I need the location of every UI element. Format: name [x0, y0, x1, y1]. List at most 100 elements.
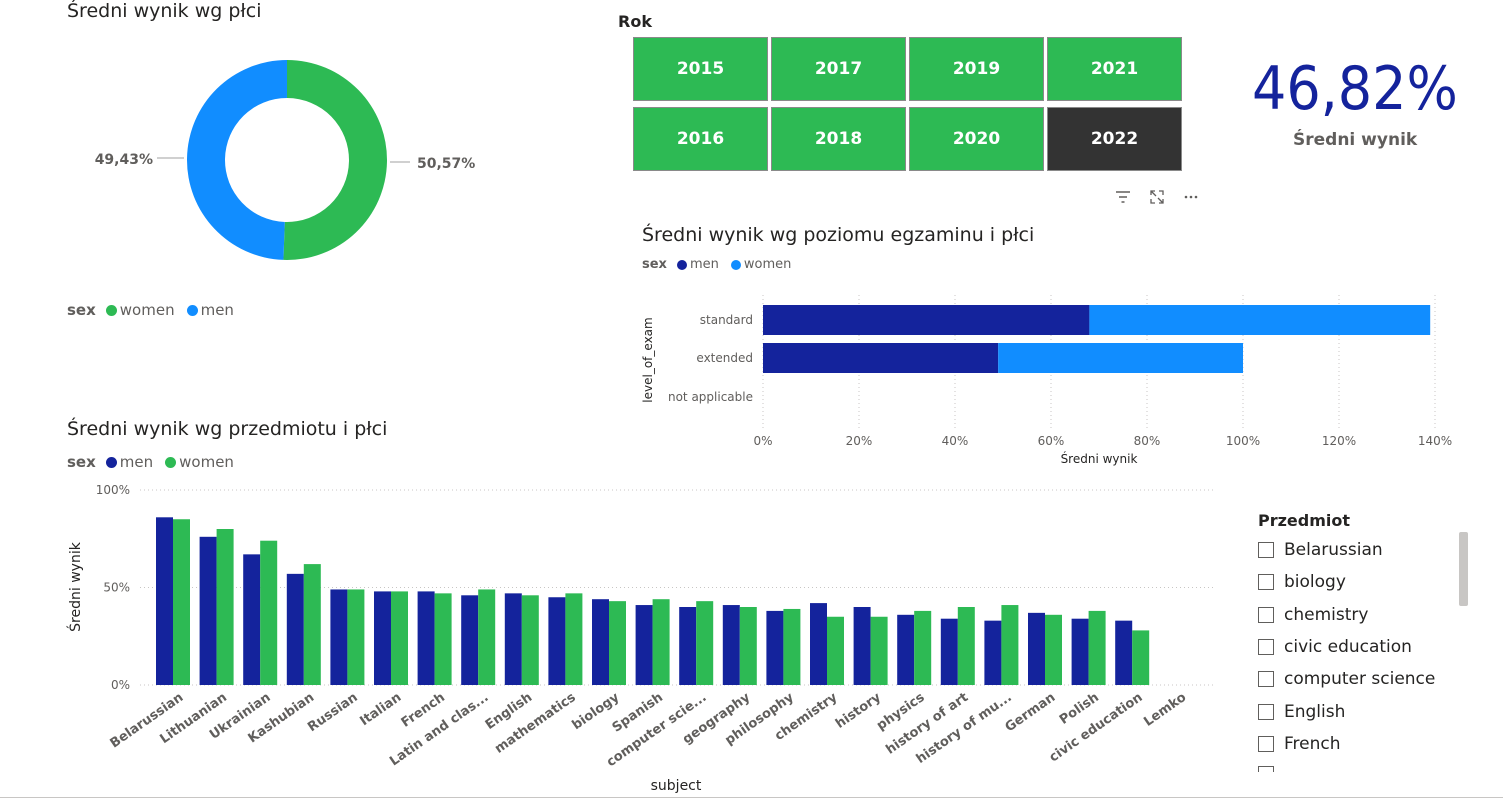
donut-legend: sex women men — [67, 301, 242, 319]
subject-slicer-item[interactable]: Belarussian — [1258, 540, 1383, 560]
level-x-tick: 40% — [942, 434, 969, 448]
checkbox-icon[interactable] — [1258, 606, 1274, 623]
subject-bar-women[interactable] — [303, 564, 321, 685]
donut-legend-item-women[interactable]: women — [105, 301, 175, 319]
year-button-2017[interactable]: 2017 — [771, 37, 906, 101]
slicer-scrollbar[interactable] — [1459, 532, 1468, 606]
subject-x-tick: German — [1003, 690, 1059, 735]
kpi-label: Średni wynik — [1293, 130, 1418, 150]
year-button-2018[interactable]: 2018 — [771, 107, 906, 171]
subject-bar-men[interactable] — [897, 614, 915, 685]
subject-bar-women[interactable] — [652, 599, 670, 685]
subject-bar-men[interactable] — [461, 595, 479, 685]
year-button-2022[interactable]: 2022 — [1047, 107, 1182, 171]
subject-bar-men[interactable] — [504, 593, 522, 685]
checkbox-icon[interactable] — [1258, 574, 1274, 591]
level-bar-men[interactable] — [763, 305, 1090, 335]
subject-bar-men[interactable] — [548, 597, 566, 685]
subject-slicer-item[interactable]: English — [1258, 702, 1345, 722]
subject-bar-women[interactable] — [347, 589, 365, 685]
focus-mode-icon[interactable] — [1148, 188, 1166, 206]
subject-bar-women[interactable] — [870, 616, 888, 685]
subject-bar-women[interactable] — [827, 616, 844, 685]
subject-legend-item-men[interactable]: men — [105, 453, 153, 471]
subject-bar-women[interactable] — [1045, 614, 1062, 685]
subject-y-tick: 0% — [111, 678, 130, 692]
level-x-tick: 100% — [1226, 434, 1260, 448]
year-button-2019[interactable]: 2019 — [909, 37, 1044, 101]
checkbox-icon[interactable] — [1258, 671, 1274, 688]
subject-bar-men[interactable] — [940, 618, 958, 685]
subject-x-axis-title: subject — [651, 778, 702, 794]
subject-bar-men[interactable] — [330, 589, 348, 685]
subject-bar-men[interactable] — [810, 603, 827, 685]
subject-bar-women[interactable] — [391, 591, 408, 685]
donut-slice-men[interactable] — [187, 60, 287, 260]
subject-bar-women[interactable] — [1001, 605, 1019, 685]
subject-bar-men[interactable] — [722, 605, 740, 685]
subject-bar-women[interactable] — [260, 540, 278, 685]
legend-dot-icon — [186, 304, 198, 316]
subject-bar-men[interactable] — [853, 607, 871, 685]
subject-bar-men[interactable] — [1071, 618, 1089, 685]
subject-bar-women[interactable] — [783, 608, 801, 685]
subject-bar-women[interactable] — [173, 519, 190, 685]
year-button-2021[interactable]: 2021 — [1047, 37, 1182, 101]
level-category-label: not applicable — [668, 390, 753, 404]
subject-bar-women[interactable] — [914, 610, 932, 685]
subject-bar-men[interactable] — [199, 536, 217, 685]
subject-slicer-item[interactable]: biology — [1258, 572, 1346, 592]
subject-bar-men[interactable] — [1115, 620, 1133, 685]
subject-bar-women[interactable] — [216, 529, 234, 685]
year-button-2016[interactable]: 2016 — [633, 107, 768, 171]
subject-bar-women[interactable] — [696, 601, 714, 685]
filter-icon[interactable] — [1114, 188, 1132, 206]
subject-bar-men[interactable] — [1028, 612, 1045, 685]
subject-bar-women[interactable] — [739, 607, 757, 685]
legend-dot-icon — [105, 456, 117, 468]
subject-y-tick: 100% — [96, 483, 130, 497]
subject-x-tick: mathematics — [492, 690, 579, 757]
subject-bar-women[interactable] — [478, 589, 496, 685]
checkbox-icon[interactable] — [1258, 638, 1274, 655]
subject-bar-men[interactable] — [679, 607, 697, 685]
checkbox-icon[interactable] — [1258, 703, 1274, 720]
subject-bar-women[interactable] — [1088, 610, 1106, 685]
level-legend-item-women[interactable]: women — [730, 257, 791, 272]
level-bar-women[interactable] — [998, 343, 1243, 373]
subject-bar-men[interactable] — [374, 591, 391, 685]
level-x-tick: 0% — [753, 434, 772, 448]
subject-x-tick: Italian — [357, 690, 404, 729]
subject-slicer-item[interactable]: civic education — [1258, 637, 1412, 657]
subject-bar-men[interactable] — [417, 591, 435, 685]
checkbox-icon[interactable] — [1258, 735, 1274, 752]
subject-bar-men[interactable] — [766, 610, 784, 685]
subject-bar-women[interactable] — [957, 607, 975, 685]
subject-bar-men[interactable] — [592, 599, 609, 685]
subject-bar-men[interactable] — [635, 605, 653, 685]
level-x-tick: 20% — [846, 434, 873, 448]
subject-legend-title: sex — [67, 453, 96, 471]
subject-bar-men[interactable] — [286, 573, 304, 685]
donut-legend-item-men[interactable]: men — [186, 301, 234, 319]
level-bar-men[interactable] — [763, 343, 999, 373]
checkbox-icon[interactable] — [1258, 542, 1274, 558]
level-legend-item-men[interactable]: men — [676, 257, 719, 272]
subject-bar-men[interactable] — [156, 517, 173, 685]
subject-legend-item-women[interactable]: women — [165, 453, 234, 471]
year-button-2015[interactable]: 2015 — [633, 37, 768, 101]
subject-bar-men[interactable] — [243, 554, 261, 685]
subject-slicer-item[interactable]: French — [1258, 734, 1341, 754]
subject-bar-women[interactable] — [609, 601, 626, 685]
subject-slicer-item[interactable]: chemistry — [1258, 605, 1368, 625]
subject-bar-women[interactable] — [1132, 630, 1150, 685]
subject-bar-women[interactable] — [434, 593, 452, 685]
donut-slice-women[interactable] — [283, 60, 388, 260]
subject-bar-women[interactable] — [521, 595, 539, 685]
subject-bar-men[interactable] — [984, 620, 1002, 685]
subject-bar-women[interactable] — [565, 593, 583, 685]
year-button-2020[interactable]: 2020 — [909, 107, 1044, 171]
level-bar-women[interactable] — [1089, 305, 1431, 335]
more-options-icon[interactable] — [1182, 188, 1200, 206]
subject-slicer-item[interactable]: computer science — [1258, 669, 1435, 689]
